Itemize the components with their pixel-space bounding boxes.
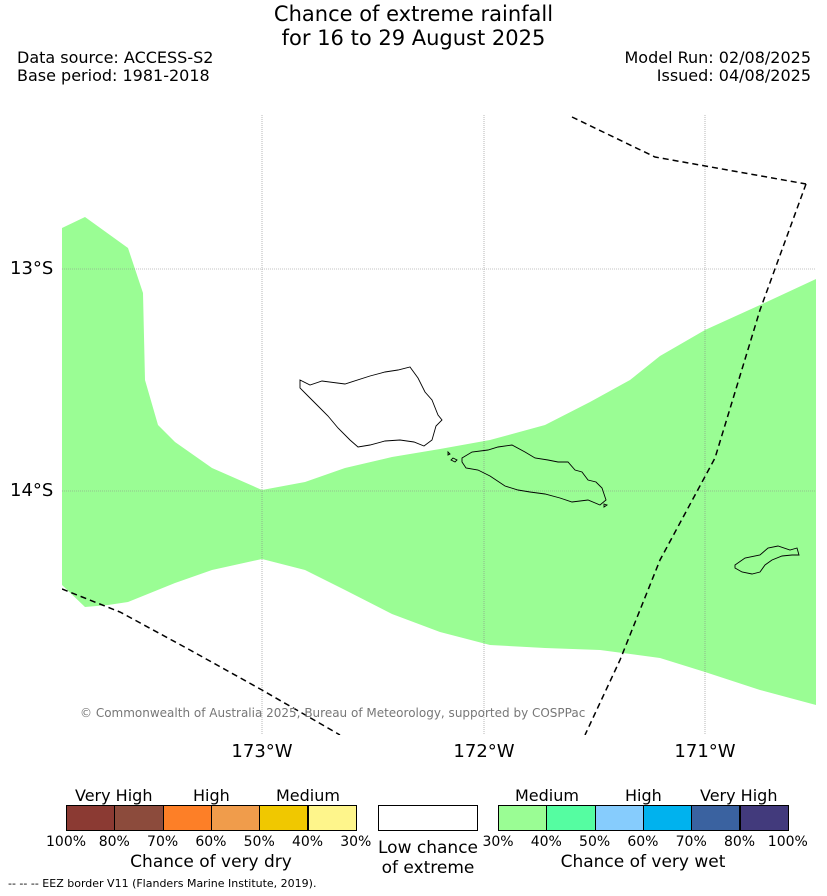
dry-tick-4: 50% [243, 834, 275, 850]
dry-swatch-0 [66, 805, 116, 831]
dry-tick-6: 30% [340, 834, 372, 850]
manono-islet [450, 457, 458, 463]
base-period-label: Base period: 1981-2018 [17, 66, 210, 85]
eez-border-north [571, 116, 807, 185]
dry-group-very-high: Very High [75, 786, 153, 805]
wet-group-medium: Medium [515, 786, 579, 805]
wet-tick-3: 60% [627, 834, 659, 850]
low-chance-swatch [378, 805, 478, 831]
data-source-label: Data source: ACCESS-S2 [17, 48, 214, 67]
eez-border-east [584, 183, 807, 735]
model-run-label: Model Run: 02/08/2025 [624, 48, 812, 67]
map-title: Chance of extreme rainfall for 16 to 29 … [0, 2, 827, 50]
lat-label-13s: 13°S [10, 258, 54, 279]
dry-swatch-4 [259, 805, 309, 831]
wet-tick-6: 100% [767, 834, 808, 850]
tutuila-island [734, 545, 800, 575]
coastlines [299, 366, 800, 575]
medium-wet-region [62, 217, 816, 705]
wet-group-very-high: Very High [700, 786, 778, 805]
dry-tick-0: 100% [46, 834, 87, 850]
lon-label-172w: 172°W [453, 741, 515, 762]
dry-tick-1: 80% [98, 834, 130, 850]
issued-label: Issued: 04/08/2025 [656, 66, 811, 85]
dry-tick-5: 40% [291, 834, 324, 850]
wet-tick-1: 40% [530, 834, 562, 850]
aunuu-islet [603, 503, 609, 508]
dry-group-medium: Medium [276, 786, 340, 805]
title-line-2: for 16 to 29 August 2025 [281, 26, 546, 50]
wet-swatch-0 [498, 805, 548, 831]
graticule [62, 115, 816, 735]
wet-swatch-2 [594, 805, 644, 831]
wet-colorbar-title: Chance of very wet [560, 852, 726, 872]
wet-swatch-4 [691, 805, 741, 831]
wet-swatch-5 [739, 805, 789, 831]
wet-swatch-3 [642, 805, 693, 831]
wet-tick-4: 70% [675, 834, 707, 850]
savaii-island [299, 366, 443, 448]
wet-tick-0: 30% [482, 834, 514, 850]
wet-tick-5: 80% [723, 834, 756, 850]
dry-swatch-1 [114, 805, 164, 831]
low-chance-title-line-2: of extreme [381, 858, 475, 878]
wet-group-high: High [625, 786, 662, 805]
copyright-notice: © Commonwealth of Australia 2025, Bureau… [80, 706, 586, 720]
dry-group-high: High [193, 786, 230, 805]
dry-colorbar-title: Chance of very dry [130, 852, 292, 872]
wet-tick-2: 50% [579, 834, 611, 850]
eez-footnote: -- -- -- EEZ border V11 (Flanders Marine… [8, 877, 317, 890]
low-chance-title-line-1: Low chance [378, 838, 478, 858]
dry-tick-3: 60% [195, 834, 227, 850]
dry-swatch-2 [162, 805, 212, 831]
dry-tick-2: 70% [147, 834, 179, 850]
dry-swatch-3 [210, 805, 261, 831]
upolu-island [461, 444, 607, 506]
eez-border [62, 116, 807, 735]
dry-swatch-5 [307, 805, 357, 831]
lon-label-171w: 171°W [674, 741, 736, 762]
apolima-islet [447, 450, 451, 456]
title-line-1: Chance of extreme rainfall [273, 2, 554, 26]
wet-swatch-1 [546, 805, 596, 831]
lat-label-14s: 14°S [10, 480, 54, 501]
eez-border-southwest [62, 588, 341, 735]
lon-label-173w: 173°W [231, 741, 293, 762]
